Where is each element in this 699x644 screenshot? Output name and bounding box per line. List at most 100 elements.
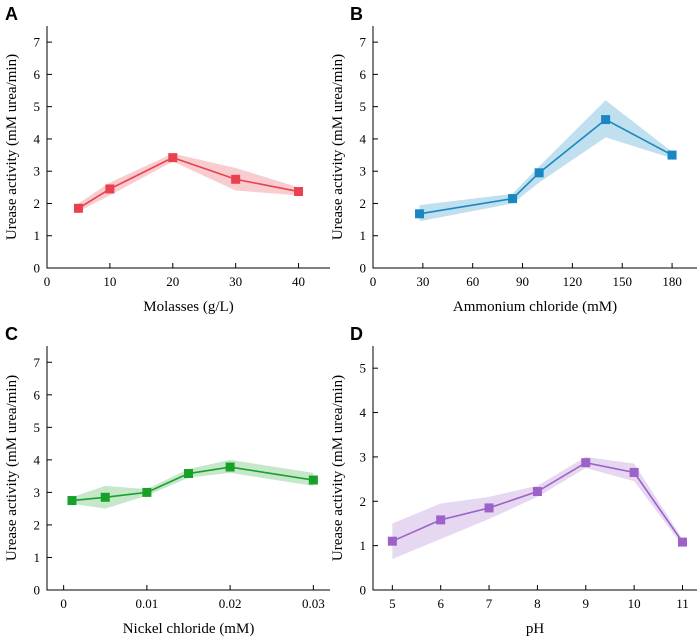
data-point: [308, 475, 318, 485]
data-point: [294, 187, 304, 197]
x-tick-label: 10: [628, 596, 641, 611]
y-tick-label: 6: [34, 387, 41, 402]
x-tick-label: 180: [662, 274, 682, 289]
x-axis-title: Molasses (g/L): [143, 299, 233, 315]
x-axis-title: Nickel chloride (mM): [123, 621, 255, 637]
y-tick-label: 7: [360, 35, 367, 50]
data-point: [667, 150, 677, 160]
y-tick-label: 6: [34, 67, 41, 82]
y-tick-label: 7: [34, 355, 41, 370]
y-tick-label: 6: [360, 67, 367, 82]
data-point: [415, 209, 425, 219]
x-tick-label: 8: [534, 596, 541, 611]
y-tick-label: 4: [360, 131, 367, 146]
x-tick-label: 20: [166, 274, 179, 289]
y-tick-label: 1: [360, 538, 367, 553]
y-tick-label: 4: [34, 131, 41, 146]
y-tick-label: 5: [34, 420, 41, 435]
x-tick-label: 0.01: [136, 596, 159, 611]
x-tick-label: 150: [612, 274, 632, 289]
data-point: [484, 503, 494, 513]
y-tick-label: 5: [360, 99, 367, 114]
data-point: [387, 536, 397, 546]
x-tick-label: 60: [466, 274, 479, 289]
x-tick-label: 10: [103, 274, 116, 289]
y-axis-title: Urease activity (mM urea/min): [4, 54, 20, 240]
data-point: [67, 496, 77, 506]
y-tick-label: 3: [360, 164, 367, 179]
y-axis-title: Urease activity (mM urea/min): [4, 375, 20, 561]
confidence-band: [419, 100, 673, 222]
axis-spine: [46, 26, 330, 269]
x-tick-label: 7: [486, 596, 493, 611]
x-tick-label: 0: [44, 274, 51, 289]
y-tick-label: 4: [34, 452, 41, 467]
y-tick-label: 1: [360, 228, 367, 243]
x-tick-label: 0.03: [302, 596, 325, 611]
x-tick-label: 0: [370, 274, 377, 289]
y-tick-label: 3: [360, 449, 367, 464]
panel-letter: D: [350, 324, 363, 344]
data-point: [184, 469, 193, 479]
y-axis-title: Urease activity (mM urea/min): [330, 54, 346, 240]
y-tick-label: 3: [34, 485, 41, 500]
data-point: [601, 115, 611, 125]
chart-panel-b: B 0 1 2 3 4 5 6 7 0 30 60 90 120 150 180 Ammonium chlori…: [330, 4, 697, 315]
x-tick-label: 120: [563, 274, 583, 289]
y-tick-label: 7: [34, 35, 41, 50]
panel-letter: B: [350, 4, 363, 24]
x-tick-label: 5: [389, 596, 396, 611]
x-tick-label: 6: [437, 596, 444, 611]
y-tick-label: 0: [360, 261, 367, 276]
axis-spine: [372, 346, 697, 591]
chart-panel-d: D 0 1 2 3 4 5 5 6 7 8 9 10 11 pH Urease activity (mM ur…: [330, 324, 697, 637]
confidence-band: [78, 153, 299, 212]
data-point: [436, 515, 446, 525]
chart-panel-c: C 0 1 2 3 4 5 6 7 0 0.01 0.02 0.03 Nickel chloride (m…: [4, 324, 330, 637]
data-point: [225, 462, 235, 472]
y-tick-label: 3: [34, 164, 41, 179]
y-axis-title: Urease activity (mM urea/min): [330, 375, 346, 561]
panel-letter: C: [5, 324, 18, 344]
data-point: [532, 487, 542, 497]
data-point: [168, 153, 178, 163]
y-tick-label: 2: [360, 494, 367, 509]
y-tick-label: 5: [360, 361, 367, 376]
data-point: [231, 174, 241, 184]
y-tick-label: 0: [34, 583, 41, 598]
y-tick-label: 2: [360, 196, 367, 211]
y-tick-label: 0: [360, 583, 367, 598]
y-tick-label: 2: [34, 196, 41, 211]
x-tick-label: 9: [583, 596, 590, 611]
data-point: [73, 203, 83, 213]
x-tick-label: 0.02: [219, 596, 242, 611]
data-point: [534, 168, 544, 178]
data-point: [508, 194, 518, 204]
x-tick-label: 30: [229, 274, 242, 289]
x-tick-label: 0: [60, 596, 67, 611]
y-tick-label: 2: [34, 517, 41, 532]
x-tick-label: 90: [516, 274, 529, 289]
x-tick-label: 11: [676, 596, 689, 611]
confidence-band: [392, 456, 683, 559]
data-point: [142, 487, 152, 497]
y-tick-label: 4: [360, 405, 367, 420]
y-tick-label: 5: [34, 99, 41, 114]
chart-panel-a: A 0 1 2 3 4 5 6 7 0 10 20 30 40 Molasses (g/L) Urease a…: [4, 4, 330, 315]
x-tick-label: 30: [416, 274, 429, 289]
y-tick-label: 1: [34, 550, 41, 565]
x-tick-label: 40: [292, 274, 305, 289]
data-point: [629, 467, 639, 477]
confidence-band: [71, 459, 314, 509]
series-line: [71, 466, 314, 502]
axis-spine: [46, 346, 330, 591]
y-tick-label: 0: [34, 261, 41, 276]
y-tick-label: 1: [34, 228, 41, 243]
x-axis-title: pH: [526, 621, 545, 637]
x-axis-title: Ammonium chloride (mM): [453, 299, 617, 315]
data-point: [100, 492, 110, 502]
data-point: [677, 537, 687, 547]
data-point: [581, 458, 591, 468]
panel-letter: A: [5, 4, 18, 24]
